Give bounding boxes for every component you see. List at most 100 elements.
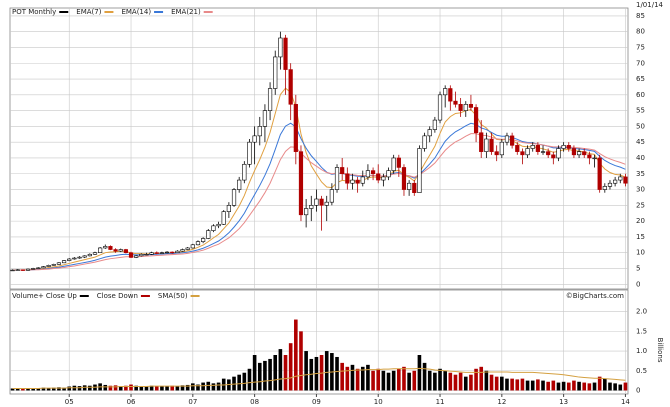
- candle-body: [288, 69, 293, 105]
- candle-body: [20, 269, 25, 271]
- volume-bar: [144, 386, 149, 391]
- x-tick-label: 11: [436, 398, 445, 406]
- candle-body: [25, 268, 31, 271]
- candle-body: [453, 100, 458, 105]
- candle-body: [499, 141, 504, 156]
- y-tick-label: 30: [636, 186, 645, 194]
- legend-label: Volume+: [12, 292, 44, 300]
- volume-bar: [15, 388, 20, 391]
- y-tick-label: 85: [636, 12, 645, 20]
- volume-bar: [402, 366, 406, 391]
- volume-bar: [500, 376, 504, 391]
- candle-body: [134, 255, 139, 258]
- ema-line: [12, 87, 626, 271]
- volume-bar: [479, 366, 484, 391]
- volume-bar: [613, 383, 617, 391]
- y-tick-label: 25: [636, 201, 645, 209]
- volume-bar: [618, 384, 623, 391]
- volume-bar: [520, 378, 525, 391]
- candle-body: [15, 269, 20, 271]
- legend-label: EMA(7): [76, 8, 101, 16]
- volume-bar: [247, 368, 252, 391]
- volume-bar: [278, 349, 283, 391]
- volume-bar: [427, 370, 432, 391]
- candle-body: [72, 257, 77, 260]
- volume-bar: [67, 386, 72, 391]
- candle-body: [247, 141, 252, 165]
- candle-body: [520, 151, 525, 156]
- candle-body: [242, 163, 247, 181]
- volume-bar: [88, 385, 92, 391]
- y-tick-label: 45: [636, 138, 645, 146]
- volume-bar: [510, 378, 514, 391]
- candle-body: [602, 186, 607, 190]
- volume-bar: [113, 385, 118, 391]
- volume-bar: [257, 362, 262, 391]
- candle-body: [427, 129, 432, 137]
- candle-body: [231, 189, 237, 206]
- volume-bar: [386, 372, 391, 391]
- volume-bar: [422, 362, 427, 391]
- y-tick-label: 65: [636, 75, 645, 83]
- volume-bar: [412, 370, 417, 391]
- volume-bar: [216, 382, 221, 391]
- candle-body: [206, 230, 211, 239]
- volume-bar: [366, 364, 370, 391]
- candle-body: [298, 151, 304, 216]
- candle-body: [123, 249, 128, 253]
- candle-body: [540, 151, 546, 153]
- volume-bar: [592, 382, 597, 391]
- candle-body: [267, 88, 273, 111]
- candle-body: [175, 250, 180, 253]
- candle-body: [607, 182, 613, 187]
- candle-body: [479, 132, 484, 152]
- candle-body: [144, 253, 149, 256]
- candle-body: [221, 211, 226, 225]
- y-tick-label: 0.5: [636, 367, 647, 375]
- candle-body: [350, 179, 355, 184]
- candle-body: [98, 247, 103, 253]
- y-tick-label: 10: [636, 249, 645, 257]
- volume-bar: [242, 372, 247, 391]
- candle-body: [164, 251, 170, 254]
- sma-line: [12, 367, 626, 389]
- volume-bar: [57, 387, 61, 391]
- date-label: 1/01/14: [636, 1, 664, 9]
- volume-bar: [572, 380, 576, 391]
- candle-body: [252, 135, 257, 143]
- volume-bar: [263, 360, 267, 391]
- volume-bar: [103, 384, 108, 391]
- volume-bar: [165, 386, 169, 391]
- candle-body: [566, 145, 571, 149]
- y-tick-label: 0: [636, 280, 640, 288]
- candle-body: [432, 119, 437, 130]
- candle-body: [422, 135, 427, 149]
- legend-label: SMA(50): [158, 292, 188, 300]
- volume-bar: [283, 355, 288, 391]
- candle-body: [546, 151, 551, 156]
- candle-body: [226, 205, 231, 212]
- candle-body: [473, 107, 479, 134]
- volume-bar: [175, 386, 180, 391]
- candle-body: [334, 167, 340, 190]
- y-tick-label: 35: [636, 170, 645, 178]
- candle-body: [355, 179, 360, 184]
- y-tick-label: 60: [636, 91, 645, 99]
- x-tick-label: 07: [188, 398, 197, 406]
- volume-bar: [587, 383, 592, 391]
- candle-body: [613, 179, 618, 184]
- candle-body: [82, 255, 87, 258]
- y-tick-label: 75: [636, 43, 645, 51]
- candle-body: [329, 189, 334, 203]
- volume-bar: [489, 374, 494, 391]
- candle-body: [46, 265, 51, 267]
- volume-bar: [124, 385, 128, 391]
- volume-bar: [273, 355, 278, 391]
- volume-axis-label: Billions: [656, 338, 664, 363]
- volume-bar: [340, 362, 344, 391]
- volume-bar: [108, 385, 113, 391]
- volume-bar: [26, 388, 30, 391]
- volume-bar: [36, 388, 41, 391]
- candle-body: [92, 252, 98, 255]
- candle-body: [41, 266, 46, 269]
